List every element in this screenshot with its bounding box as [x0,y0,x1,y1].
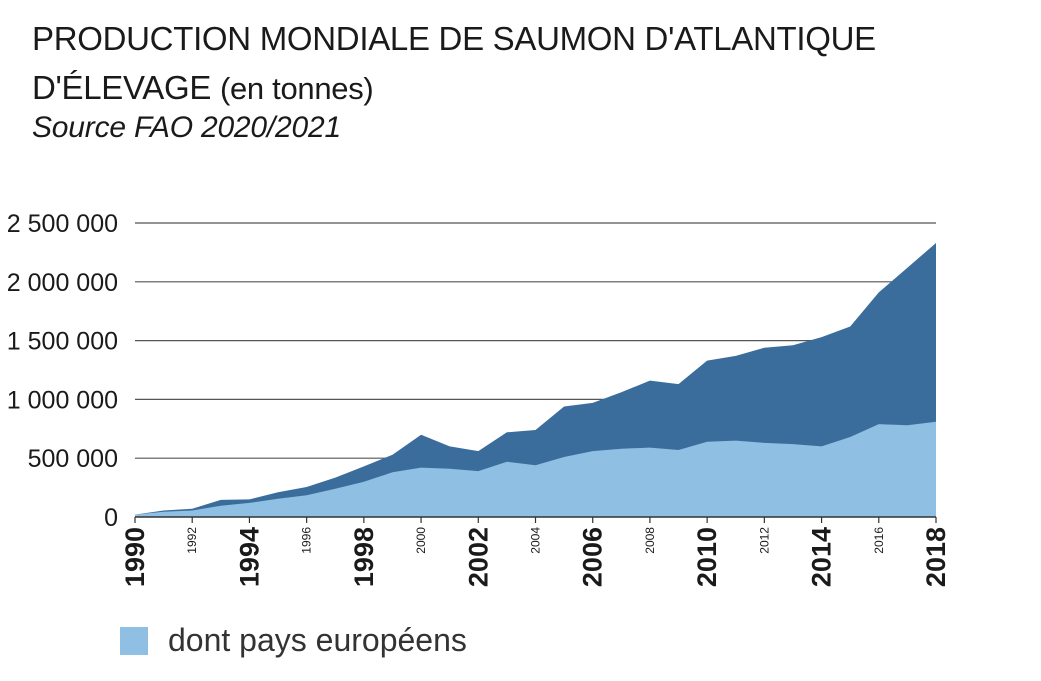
x-tick-label: 2010 [692,527,722,587]
chart-source: Source FAO 2020/2021 [32,111,341,144]
area-chart: 0 500 000 1 000 000 1 500 000 2 000 000 2 500… [7,210,951,587]
x-tick-label: 1990 [120,527,150,587]
y-axis-ticks: 0 500 000 1 000 000 1 500 000 2 000 000 2 500… [7,210,118,532]
legend: dont pays européens [120,622,467,659]
y-tick-label: 500 000 [28,445,118,473]
y-tick-label: 0 [104,504,118,532]
legend-label-europe: dont pays européens [168,622,467,658]
area-europe [135,421,936,517]
title-unit: (en tonnes) [219,71,374,106]
chart-areas [135,243,936,517]
x-tick-label: 2012 [757,527,771,554]
x-tick-label: 2014 [807,527,837,587]
x-tick-label: 1994 [234,527,264,587]
x-tick-label: 2018 [921,527,951,587]
x-tick-label: 2002 [463,527,493,587]
x-tick-label: 1996 [300,527,314,554]
y-tick-label: 2 000 000 [7,269,118,297]
x-tick-label: 2008 [643,527,657,554]
x-tick-label: 2000 [414,527,428,554]
y-tick-label: 1 000 000 [7,386,118,414]
y-tick-label: 1 500 000 [7,328,118,356]
x-tick-label: 1998 [349,527,379,587]
x-tick-label: 2016 [872,527,886,554]
y-tick-label: 2 500 000 [7,210,118,238]
x-tick-label: 2006 [578,527,608,587]
legend-swatch-europe [120,626,148,655]
title-line-1: PRODUCTION MONDIALE DE SAUMON D'ATLANTIQ… [32,20,876,57]
x-tick-label: 2004 [529,527,543,554]
chart-title: PRODUCTION MONDIALE DE SAUMON D'ATLANTIQ… [32,14,876,113]
x-tick-label: 1992 [185,527,199,554]
x-axis-ticks: 1990 1992 1994 1996 1998 2000 2002 2004 2006 2008… [120,517,951,587]
title-line-2: D'ÉLEVAGE [32,69,212,106]
